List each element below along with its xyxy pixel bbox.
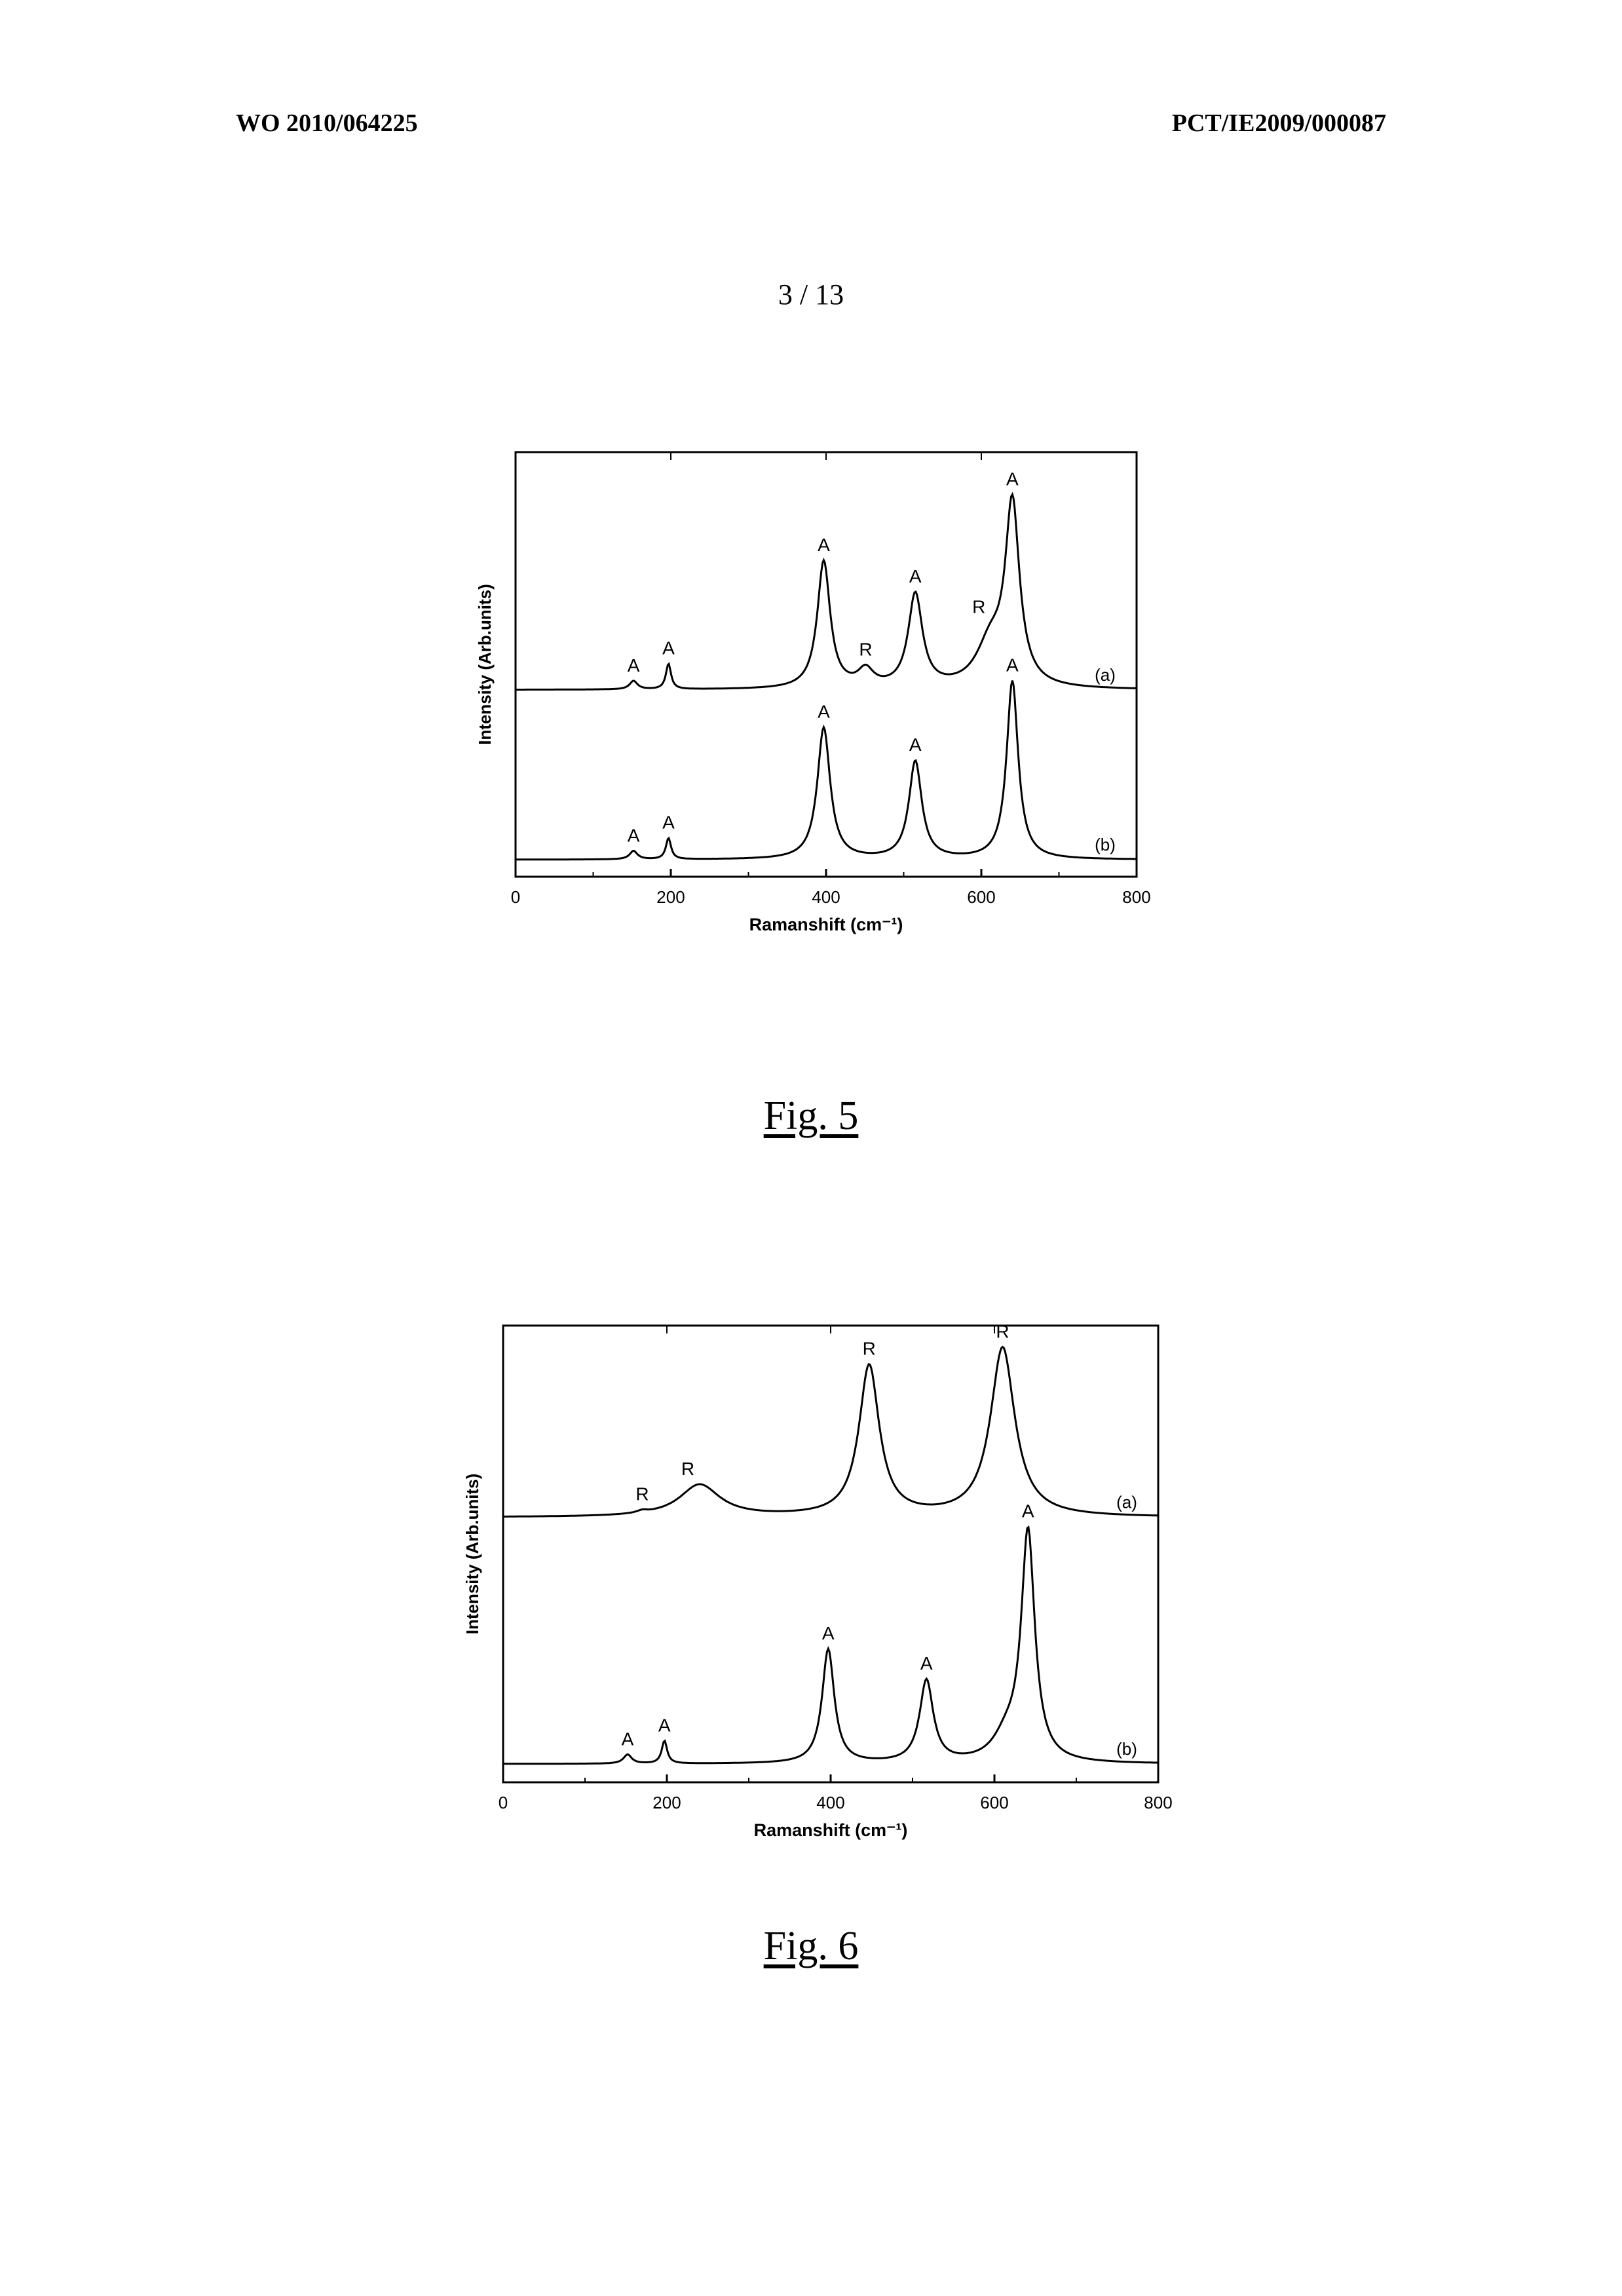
peak-label: A (658, 1715, 671, 1735)
y-axis-label: Intensity (Arb.units) (462, 1474, 482, 1635)
peak-label: A (822, 1623, 835, 1643)
series-line-1 (504, 1527, 1158, 1764)
peak-label: R (863, 1339, 876, 1359)
x-tick-label: 800 (1144, 1793, 1172, 1812)
x-axis-label: Ramanshift (cm⁻¹) (754, 1820, 908, 1840)
series-line-0 (504, 1347, 1158, 1517)
peak-label: R (996, 1322, 1009, 1342)
fig6-caption: Fig. 6 (0, 1923, 1622, 1970)
series-name-label: (b) (1116, 1739, 1137, 1759)
peak-label: A (920, 1653, 933, 1674)
plot-frame (503, 1326, 1158, 1782)
x-tick-label: 400 (816, 1793, 844, 1812)
peak-label: A (1022, 1501, 1034, 1521)
x-tick-label: 0 (499, 1793, 508, 1812)
x-tick-label: 200 (652, 1793, 681, 1812)
peak-label: A (622, 1729, 634, 1749)
x-tick-label: 600 (980, 1793, 1008, 1812)
peak-label: R (635, 1484, 649, 1504)
series-name-label: (a) (1116, 1493, 1137, 1512)
peak-label: R (681, 1459, 694, 1479)
